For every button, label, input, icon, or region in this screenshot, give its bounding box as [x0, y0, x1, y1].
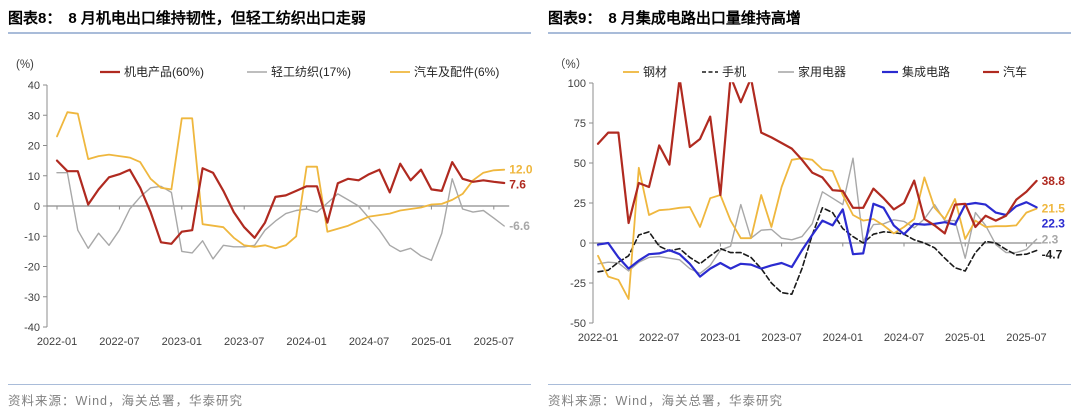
figure8-panel: 图表8： 8 月机电出口维持韧性，但轻工纺织出口走弱 40 30 20 10 0 -10 -2…: [8, 7, 533, 408]
x-tick-label: 2023-07: [224, 336, 264, 345]
legend-label: 手机: [722, 65, 746, 79]
y-tick-label: 75: [574, 118, 586, 130]
x-axis: 2022-01 2022-07 2023-01 2023-07 2024-01 2024-…: [578, 242, 1047, 344]
x-axis: 2022-01 2022-07 2023-01 2023-07 2024-01 2024-…: [37, 205, 514, 345]
figure9-title-text: 8 月集成电路出口量维持高增: [608, 10, 801, 27]
y-tick-label: 20: [28, 141, 40, 153]
series-group: [596, 82, 1038, 300]
x-tick-label: 2024-01: [823, 332, 863, 344]
figure8-title: 图表8： 8 月机电出口维持韧性，但轻工纺织出口走弱: [8, 7, 532, 28]
legend-label: 机电产品(60%): [124, 65, 204, 79]
figure8-source: 资料来源：Wind，海关总署，华泰研究: [8, 394, 243, 408]
figure9-source-rule: [548, 384, 1071, 385]
legend-item: 钢材: [623, 65, 667, 79]
figure9-title-rule: [548, 32, 1071, 34]
legend: 机电产品(60%) 轻工纺织(17%) 汽车及配件(6%): [100, 64, 499, 79]
y-tick-label: 0: [34, 201, 40, 213]
series-end-label: -6.6: [509, 219, 530, 233]
series-line: [597, 157, 1038, 275]
y-tick-label: 40: [28, 80, 40, 92]
y-axis: 40 30 20 10 0 -10 -20 -30 -40: [24, 80, 48, 334]
legend-item: 手机: [702, 65, 746, 79]
legend-item: 轻工纺织(17%): [247, 65, 351, 79]
y-axis-unit-label: (%): [16, 59, 34, 71]
series-end-label: 12.0: [509, 163, 533, 177]
x-tick-label: 2025-07: [1006, 332, 1046, 344]
y-tick-label: 50: [574, 158, 586, 170]
series-end-label: 2.3: [1042, 232, 1059, 246]
legend-label: 轻工纺织(17%): [271, 65, 351, 79]
legend-label: 钢材: [643, 65, 667, 79]
legend: 钢材 手机 家用电器 集成电路 汽车: [623, 64, 1027, 79]
series-end-label: -4.7: [1042, 247, 1063, 261]
legend-item: 机电产品(60%): [100, 65, 204, 79]
legend-label: 汽车: [1003, 64, 1027, 79]
y-axis-unit-label: （%）: [554, 58, 587, 71]
x-tick-label: 2022-01: [578, 332, 618, 344]
y-tick-label: -10: [24, 231, 40, 243]
figure9-source: 资料来源：Wind，海关总署，华泰研究: [548, 394, 783, 408]
legend-item: 汽车及配件(6%): [390, 64, 499, 79]
y-tick-label: -20: [24, 262, 40, 274]
x-tick-label: 2023-07: [761, 332, 801, 344]
y-tick-label: 0: [580, 238, 586, 250]
x-tick-label: 2022-07: [639, 332, 679, 344]
y-tick-label: -25: [570, 278, 586, 290]
series-line: [56, 111, 506, 250]
series-line: [55, 159, 506, 245]
y-tick-label: 30: [28, 110, 40, 122]
legend-item: 集成电路: [882, 64, 950, 79]
figure9-chart: 100 75 50 25 0 -25 -50 （%） 2022-01 2022-07 2023-01…: [554, 58, 1066, 344]
y-tick-label: -50: [570, 318, 586, 330]
y-tick-label: 25: [574, 198, 586, 210]
y-axis: 100 75 50 25 0 -25 -50: [568, 78, 594, 330]
series-line: [597, 157, 1038, 300]
series-group: [55, 111, 506, 262]
legend-label: 家用电器: [798, 64, 846, 79]
x-tick-label: 2024-07: [349, 336, 389, 345]
y-tick-label: 100: [568, 78, 586, 90]
x-tick-label: 2022-07: [99, 336, 139, 345]
x-tick-label: 2023-01: [700, 332, 740, 344]
legend-label: 汽车及配件(6%): [414, 64, 499, 79]
y-tick-label: -30: [24, 292, 40, 304]
series-end-label: 38.8: [1042, 174, 1066, 188]
series-line: [596, 201, 1038, 278]
figure9-title: 图表9： 8 月集成电路出口量维持高增: [548, 7, 1072, 28]
y-tick-label: 10: [28, 171, 40, 183]
figure8-title-rule: [8, 32, 531, 34]
series-end-label: 22.3: [1042, 217, 1066, 231]
x-tick-label: 2024-01: [286, 336, 326, 345]
series-line: [56, 171, 505, 262]
legend-label: 集成电路: [902, 64, 950, 79]
figure8-source-rule: [8, 384, 531, 385]
x-tick-label: 2025-01: [411, 336, 451, 345]
figure8-title-text: 8 月机电出口维持韧性，但轻工纺织出口走弱: [68, 10, 366, 27]
figure9-panel: 图表9： 8 月集成电路出口量维持高增 100 75 50 25 0 -25 -50 （%） 20…: [540, 0, 1080, 415]
legend-item: 汽车: [983, 64, 1027, 79]
x-tick-label: 2024-07: [884, 332, 924, 344]
x-tick-label: 2022-01: [37, 336, 77, 345]
x-tick-label: 2025-01: [945, 332, 985, 344]
series-line: [596, 82, 1038, 235]
series-end-label: 21.5: [1042, 202, 1066, 216]
x-tick-label: 2025-07: [474, 336, 514, 345]
y-tick-label: -40: [24, 322, 40, 334]
x-tick-label: 2023-01: [162, 336, 202, 345]
legend-item: 家用电器: [778, 64, 846, 79]
figure8-label: 图表8：: [8, 10, 62, 27]
figure9-label: 图表9：: [548, 10, 602, 27]
series-end-label: 7.6: [509, 178, 526, 192]
